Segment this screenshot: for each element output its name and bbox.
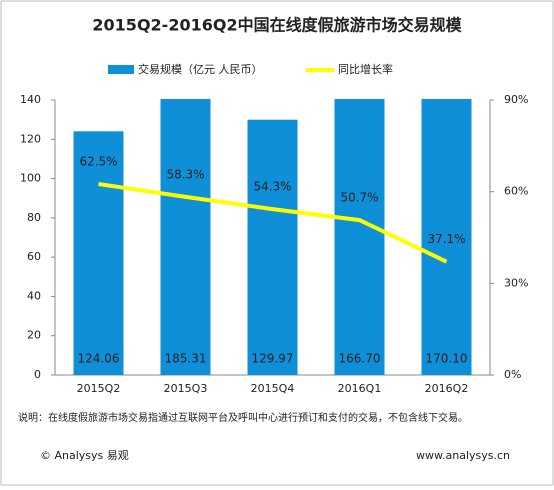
x-tick-label: 2015Q4: [251, 382, 295, 395]
x-tick-label: 2016Q2: [425, 382, 469, 395]
line-value-label: 58.3%: [166, 167, 204, 181]
bar: [73, 131, 124, 375]
line-value-label: 37.1%: [427, 232, 465, 246]
bar: [247, 119, 298, 375]
x-tick-label: 2016Q1: [338, 382, 382, 395]
chart-title: 2015Q2-2016Q2中国在线度假旅游市场交易规模: [92, 16, 462, 35]
line-value-label: 62.5%: [79, 155, 117, 169]
bars: [73, 99, 472, 376]
footer-right: www.analysys.cn: [416, 449, 510, 462]
y2-tick-label: 30%: [504, 276, 528, 289]
legend-label: 交易规模（亿元 人民币）: [138, 62, 263, 76]
x-tick-label: 2015Q2: [77, 382, 121, 395]
bar: [334, 99, 385, 376]
line-value-label: 50.7%: [340, 191, 378, 205]
legend-swatch: [108, 65, 134, 74]
y2-tick-label: 0%: [504, 368, 521, 381]
bar: [160, 99, 211, 376]
bar-value-label: 129.97: [252, 352, 294, 366]
growth-line: [98, 182, 448, 264]
y2-tick-label: 60%: [504, 185, 528, 198]
line-value-label: 54.3%: [253, 180, 291, 194]
bar: [421, 99, 472, 375]
y-tick-label: 60: [27, 250, 41, 263]
y-tick-label: 120: [20, 132, 41, 145]
y-tick-label: 0: [34, 368, 41, 381]
x-tick-label: 2015Q3: [164, 382, 208, 395]
y-tick-label: 40: [27, 289, 41, 302]
y-tick-label: 20: [27, 329, 41, 342]
y-tick-label: 80: [27, 211, 41, 224]
footer-left: © Analysys 易观: [40, 449, 129, 462]
bar-value-label: 166.70: [339, 352, 381, 366]
y2-tick-label: 90%: [504, 93, 528, 106]
y-tick-label: 140: [20, 93, 41, 106]
y-tick-label: 100: [20, 172, 41, 185]
note: 说明：在线度假旅游市场交易指通过互联网平台及呼叫中心进行预订和支付的交易，不包含…: [18, 411, 468, 424]
bar-value-label: 170.10: [426, 352, 468, 366]
bar-value-label: 185.31: [165, 352, 207, 366]
legend-label: 同比增长率: [338, 62, 393, 76]
bar-value-label: 124.06: [78, 352, 120, 366]
